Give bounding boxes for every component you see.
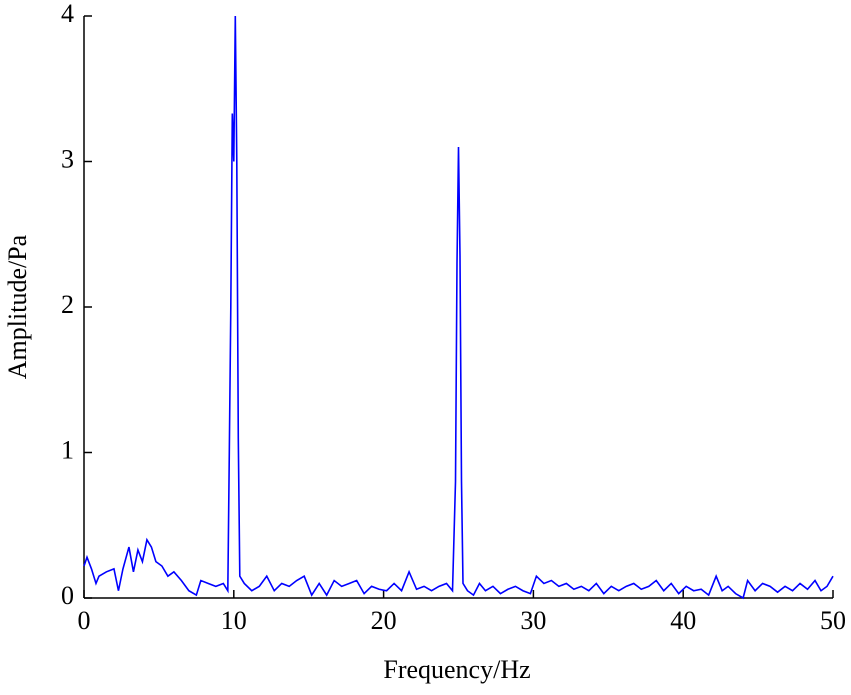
y-tick-label: 1 [61, 435, 74, 464]
y-tick-label: 4 [61, 0, 74, 28]
x-tick-label: 0 [78, 606, 91, 635]
y-tick-label: 2 [61, 290, 74, 319]
x-tick-label: 30 [520, 606, 546, 635]
x-tick-label: 10 [221, 606, 247, 635]
x-tick-label: 40 [670, 606, 696, 635]
x-tick-label: 50 [820, 606, 846, 635]
x-axis-label: Frequency/Hz [383, 655, 530, 684]
series-line [83, 15, 834, 600]
y-axis-label: Amplitude/Pa [3, 234, 32, 379]
y-tick-label: 3 [61, 144, 74, 173]
x-tick-label: 20 [371, 606, 397, 635]
y-tick-label: 0 [61, 581, 74, 610]
